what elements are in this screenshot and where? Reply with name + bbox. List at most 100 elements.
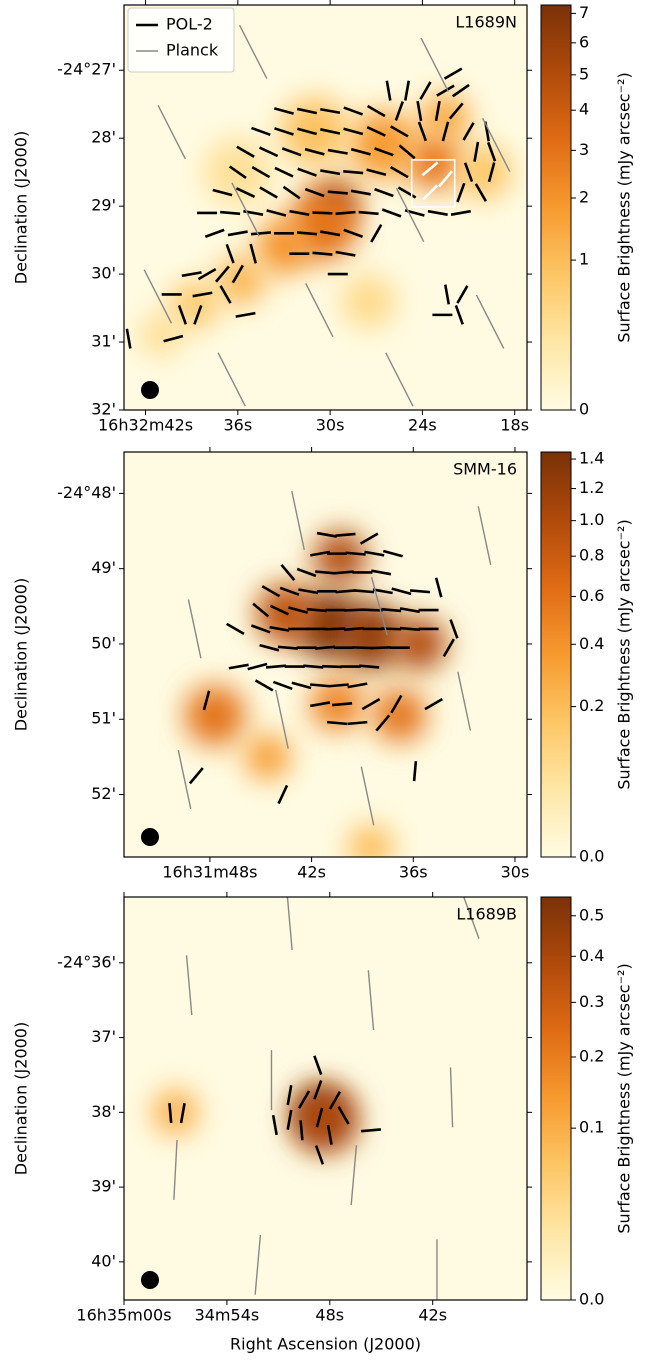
pol2-vector <box>247 662 268 671</box>
emission <box>140 314 182 356</box>
panel-label: L1689B <box>456 905 517 924</box>
x-tick-label: 36s <box>399 863 428 882</box>
pol2-vector <box>343 106 364 116</box>
y-tick-label: 29' <box>91 196 116 215</box>
y-tick-label: 39' <box>91 1177 116 1196</box>
pol2-vector <box>306 607 327 613</box>
zoom-box <box>410 159 456 208</box>
pol2-vector <box>303 664 324 669</box>
planck-vector <box>291 491 305 550</box>
y-axis-title: Declination (J2000) <box>12 1022 31 1175</box>
pol2-vector <box>277 784 289 805</box>
emission <box>341 274 396 329</box>
colorbar <box>540 451 572 858</box>
colorbar-tick-label: 1.2 <box>579 478 604 497</box>
x-tick-label: 30s <box>316 416 345 435</box>
x-tick-label: 42s <box>418 1306 447 1325</box>
pol2-vector <box>424 698 443 711</box>
pol2-vector <box>313 1055 323 1076</box>
colorbar-tick-label: 0.6 <box>579 586 604 605</box>
pol2-vector <box>250 231 271 236</box>
colorbar <box>540 896 572 1301</box>
y-tick-label: 50' <box>91 633 116 652</box>
pol2-vector <box>298 588 319 595</box>
pol2-vector <box>297 167 317 177</box>
colorbar-tick-label: 0.8 <box>579 546 604 565</box>
pol2-vector <box>251 126 271 137</box>
planck-vector <box>350 1145 358 1206</box>
pol2-vector <box>463 162 474 183</box>
x-axis-title: Right Ascension (J2000) <box>230 1335 421 1354</box>
x-tick-label: 30s <box>501 863 530 882</box>
emission <box>421 94 470 142</box>
planck-vector <box>185 955 193 1016</box>
pol2-vector <box>350 189 371 196</box>
colorbar-tick-label: 0.5 <box>579 905 604 924</box>
pol2-vector <box>343 127 364 136</box>
pol2-vector <box>296 567 317 578</box>
pol2-vector <box>374 187 394 198</box>
x-tick-label: 48s <box>315 1306 344 1325</box>
planck-vector <box>370 577 388 636</box>
pol2-vector <box>381 627 402 631</box>
panel-label: SMM-16 <box>453 460 517 479</box>
pol2-vector <box>228 663 249 670</box>
pol2-vector <box>274 127 294 136</box>
pol2-vector <box>371 569 392 576</box>
pol2-vector <box>358 210 379 216</box>
pol2-vector <box>327 190 348 195</box>
emission <box>153 1089 198 1135</box>
beam <box>141 381 159 399</box>
pol2-vector <box>261 585 281 598</box>
legend-label: POL-2 <box>166 15 213 34</box>
x-tick-label: 18s <box>500 416 529 435</box>
planck-vector <box>481 117 511 173</box>
map-area <box>124 5 527 410</box>
pol2-vector <box>320 128 341 135</box>
pol2-vector <box>390 694 403 714</box>
frame <box>123 451 528 858</box>
pol2-vector <box>474 183 487 202</box>
pol2-vector <box>335 532 356 537</box>
planck-vector <box>477 506 492 566</box>
pol2-vector <box>320 230 341 237</box>
beam <box>141 1271 159 1289</box>
pol2-vector <box>220 210 241 216</box>
emission <box>348 824 394 857</box>
pol2-vector <box>381 607 402 613</box>
pol2-vector <box>343 608 365 612</box>
pol2-vector <box>314 1145 325 1165</box>
colorbar-title: Surface Brightness (mJy arcsec⁻²) <box>615 519 634 789</box>
pol2-vector <box>286 1109 293 1130</box>
pol2-vector <box>181 271 202 278</box>
pol2-vector <box>337 1106 350 1125</box>
y-tick-label: -24°48' <box>57 483 116 502</box>
pol2-vector <box>352 646 373 650</box>
planck-vector <box>449 1067 454 1128</box>
pol2-vector <box>347 720 368 726</box>
colorbar-tick-label: 0.0 <box>579 847 604 866</box>
pol2-vector <box>450 209 471 216</box>
y-axis-title: Declination (J2000) <box>12 131 31 284</box>
pol2-vector <box>385 80 392 101</box>
pol2-vector <box>456 182 466 203</box>
colorbar-tick-label: 7 <box>579 3 589 22</box>
pol2-vector <box>375 714 391 732</box>
pol2-vector <box>434 577 443 598</box>
planck-vector <box>395 187 425 243</box>
pol2-vector <box>250 624 271 634</box>
pol2-vector <box>280 563 296 581</box>
planck-vector <box>187 599 202 659</box>
pol2-vector <box>434 100 441 122</box>
pol2-vector <box>335 210 356 216</box>
planck-vector <box>475 294 505 349</box>
pol2-vector <box>310 701 331 708</box>
y-tick-label: 32' <box>91 400 116 419</box>
pol2-vector <box>282 185 301 200</box>
pol2-vector <box>312 211 333 215</box>
emission <box>184 685 246 746</box>
pol2-vector <box>345 551 366 556</box>
pol2-vector <box>251 166 271 179</box>
x-tick-label: 36s <box>223 416 252 435</box>
